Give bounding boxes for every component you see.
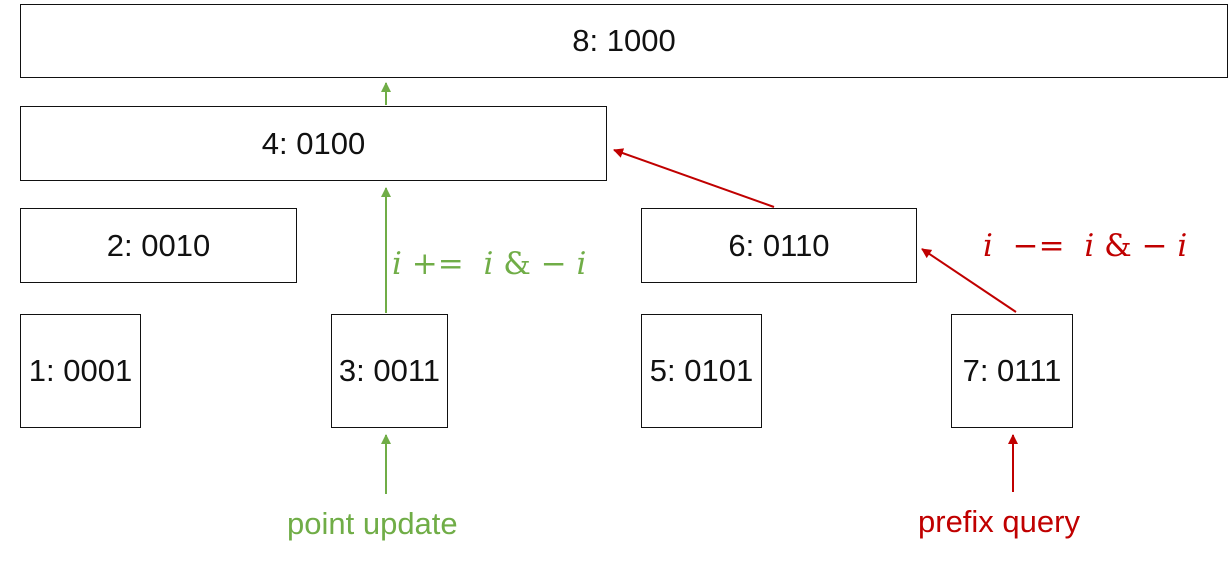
update-formula: i += i & − i: [392, 246, 586, 282]
formula-var: i: [576, 246, 587, 282]
formula-amp: &: [1104, 228, 1132, 264]
formula-operator: +=: [411, 246, 464, 282]
formula-var: i: [1084, 228, 1095, 264]
node-8: 8: 1000: [20, 4, 1228, 78]
node-1: 1: 0001: [20, 314, 141, 428]
node-3: 3: 0011: [331, 314, 448, 428]
node-6: 6: 0110: [641, 208, 917, 283]
formula-minus: −: [540, 246, 567, 282]
formula-var: i: [983, 228, 993, 264]
node-4: 4: 0100: [20, 106, 607, 181]
prefix-query-caption: prefix query: [918, 504, 1080, 539]
formula-var: i: [483, 246, 494, 282]
query-arrow-7-to-6: [921, 248, 1017, 313]
formula-var: i: [1177, 228, 1188, 264]
formula-operator: −=: [1012, 228, 1065, 264]
formula-amp: &: [503, 246, 531, 282]
node-2: 2: 0010: [20, 208, 297, 283]
node-7: 7: 0111: [951, 314, 1073, 428]
formula-var: i: [392, 246, 402, 282]
point-update-caption: point update: [287, 506, 458, 541]
node-5: 5: 0101: [641, 314, 762, 428]
formula-minus: −: [1141, 228, 1168, 264]
query-formula: i −= i & − i: [983, 228, 1187, 264]
query-arrow-6-to-4: [613, 148, 775, 208]
